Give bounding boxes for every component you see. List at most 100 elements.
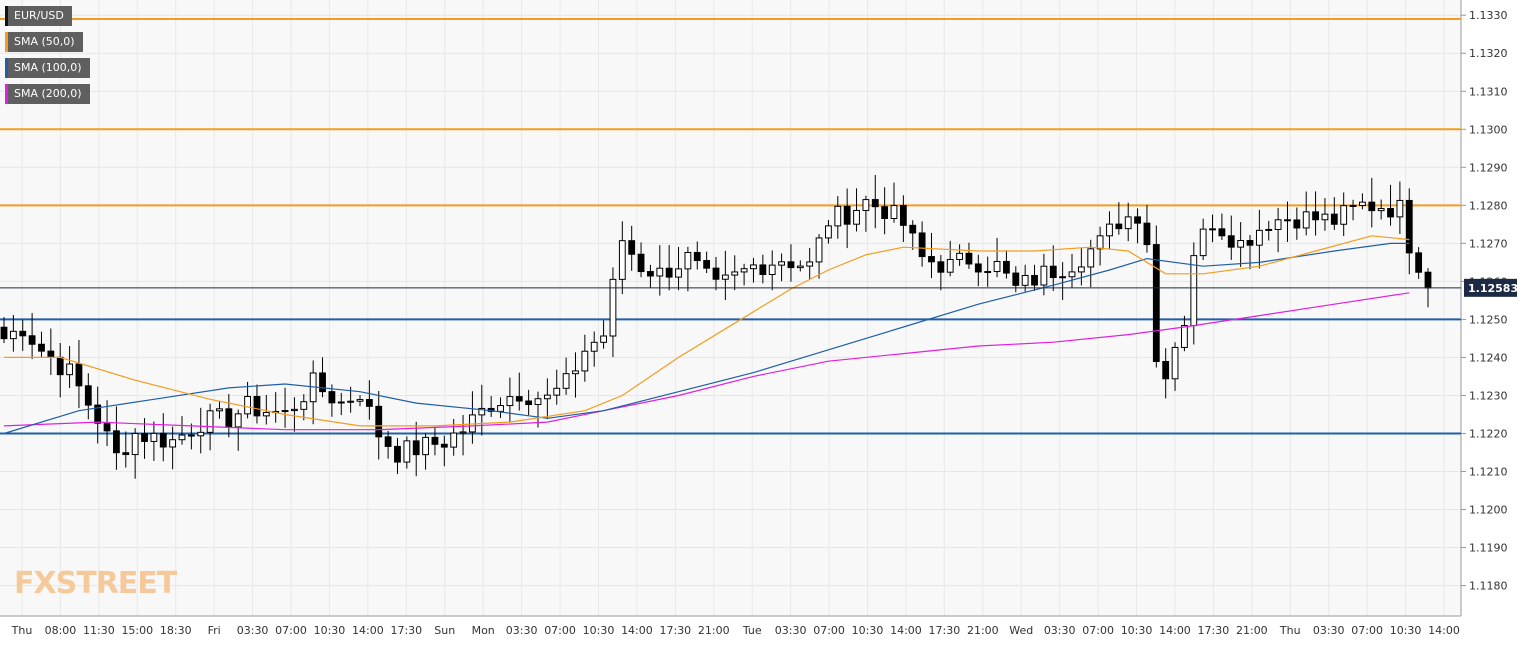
candle-bullish	[778, 261, 785, 266]
candle-bearish	[38, 343, 45, 352]
x-tick-label: 07:00	[1082, 624, 1114, 637]
candle-bearish	[394, 445, 401, 463]
candle-bearish	[28, 335, 36, 345]
candle-bullish	[890, 205, 898, 220]
candle-bearish	[1227, 235, 1235, 248]
candle-bearish	[647, 271, 654, 277]
x-tick-label: Wed	[1009, 624, 1033, 637]
x-tick-label: 14:00	[1428, 624, 1460, 637]
y-tick-label: 1.1240	[1469, 351, 1508, 364]
candle-bearish	[1312, 211, 1319, 221]
candle-bearish	[1246, 240, 1254, 246]
legend-swatch	[5, 32, 8, 52]
candle-bullish	[946, 258, 954, 273]
candle-bullish	[684, 251, 692, 270]
candle-bullish	[815, 237, 823, 263]
candle-bullish	[234, 413, 242, 428]
candle-bullish	[403, 440, 411, 463]
candle-bearish	[515, 396, 523, 402]
candle-bearish	[1284, 219, 1291, 222]
logo-part-fx: FX	[14, 566, 57, 601]
candle-bearish	[375, 405, 383, 438]
candle-bearish	[1031, 274, 1038, 286]
candle-bullish	[543, 394, 551, 400]
candle-bullish	[1265, 228, 1273, 231]
candle-bearish	[431, 436, 439, 445]
x-tick-label: 03:30	[775, 624, 807, 637]
candle-bullish	[656, 267, 664, 277]
candle-bullish	[853, 209, 860, 225]
x-tick-label: Tue	[742, 624, 762, 637]
candle-bearish	[1143, 222, 1151, 246]
candle-bullish	[956, 252, 963, 260]
candle-bullish	[347, 400, 355, 403]
candle-bearish	[1293, 219, 1301, 229]
candle-bearish	[0, 326, 8, 340]
y-tick-label: 1.1320	[1469, 47, 1508, 60]
x-tick-label: 10:30	[314, 624, 346, 637]
y-tick-label: 1.1250	[1469, 313, 1508, 326]
candle-bullish	[66, 363, 73, 376]
x-tick-label: 07:00	[813, 624, 845, 637]
x-tick-label: Thu	[1279, 624, 1301, 637]
candle-bearish	[365, 399, 373, 407]
candle-bullish	[590, 341, 598, 352]
candle-bearish	[937, 261, 945, 273]
legend-item[interactable]: SMA (50,0)	[5, 32, 83, 52]
candle-bullish	[553, 387, 561, 396]
current-price-label: 1.12583	[1468, 282, 1518, 295]
candle-bullish	[1106, 223, 1113, 237]
candle-bullish	[197, 431, 205, 437]
y-tick-label: 1.1190	[1469, 542, 1508, 555]
axis-background	[1461, 0, 1531, 643]
candle-bearish	[1152, 244, 1160, 363]
candle-bearish	[440, 443, 448, 448]
x-tick-label: 10:30	[583, 624, 615, 637]
candle-bearish	[1330, 213, 1338, 225]
candle-bearish	[75, 363, 83, 387]
candle-bearish	[693, 251, 701, 262]
candle-bullish	[150, 432, 158, 442]
candle-bullish	[1199, 228, 1207, 257]
candle-bullish	[1124, 216, 1132, 230]
candle-bullish	[1059, 276, 1067, 279]
y-tick-label: 1.1300	[1469, 123, 1508, 136]
x-tick-label: 14:00	[890, 624, 922, 637]
candle-bearish	[899, 205, 907, 226]
legend-item[interactable]: SMA (100,0)	[5, 58, 90, 78]
candle-bullish	[1274, 219, 1282, 230]
x-tick-label: 07:00	[1351, 624, 1383, 637]
candle-bearish	[712, 267, 720, 280]
sma-200-line	[3, 292, 1410, 431]
candle-bullish	[1255, 229, 1263, 246]
candle-bullish	[1087, 248, 1095, 268]
candle-bullish	[834, 205, 842, 227]
legend-swatch	[5, 58, 8, 78]
candle-bullish	[750, 264, 757, 270]
candle-bearish	[84, 385, 92, 406]
candle-bearish	[412, 440, 420, 456]
candle-bullish	[862, 199, 870, 211]
y-tick-label: 1.1200	[1469, 504, 1508, 517]
candle-bullish	[422, 436, 429, 456]
candle-bullish	[1359, 201, 1366, 206]
y-tick-label: 1.1290	[1469, 161, 1508, 174]
candle-bullish	[562, 373, 570, 389]
y-tick-label: 1.1220	[1469, 427, 1508, 440]
candle-bullish	[291, 408, 298, 412]
candle-bearish	[1218, 228, 1226, 237]
candle-bearish	[1003, 260, 1010, 274]
candle-bullish	[244, 395, 251, 415]
x-tick-label: Fri	[208, 624, 221, 637]
logo-part-street: STREET	[55, 566, 178, 601]
fxstreet-logo: FXSTREET	[14, 566, 178, 601]
legend-item[interactable]: EUR/USD	[5, 6, 72, 26]
candle-bullish	[1171, 346, 1179, 380]
y-tick-label: 1.1280	[1469, 199, 1508, 212]
legend-item[interactable]: SMA (200,0)	[5, 84, 90, 104]
x-tick-label: 14:00	[352, 624, 384, 637]
x-tick-label: 18:30	[160, 624, 192, 637]
candle-bullish	[478, 407, 486, 416]
x-tick-label: 21:00	[698, 624, 730, 637]
